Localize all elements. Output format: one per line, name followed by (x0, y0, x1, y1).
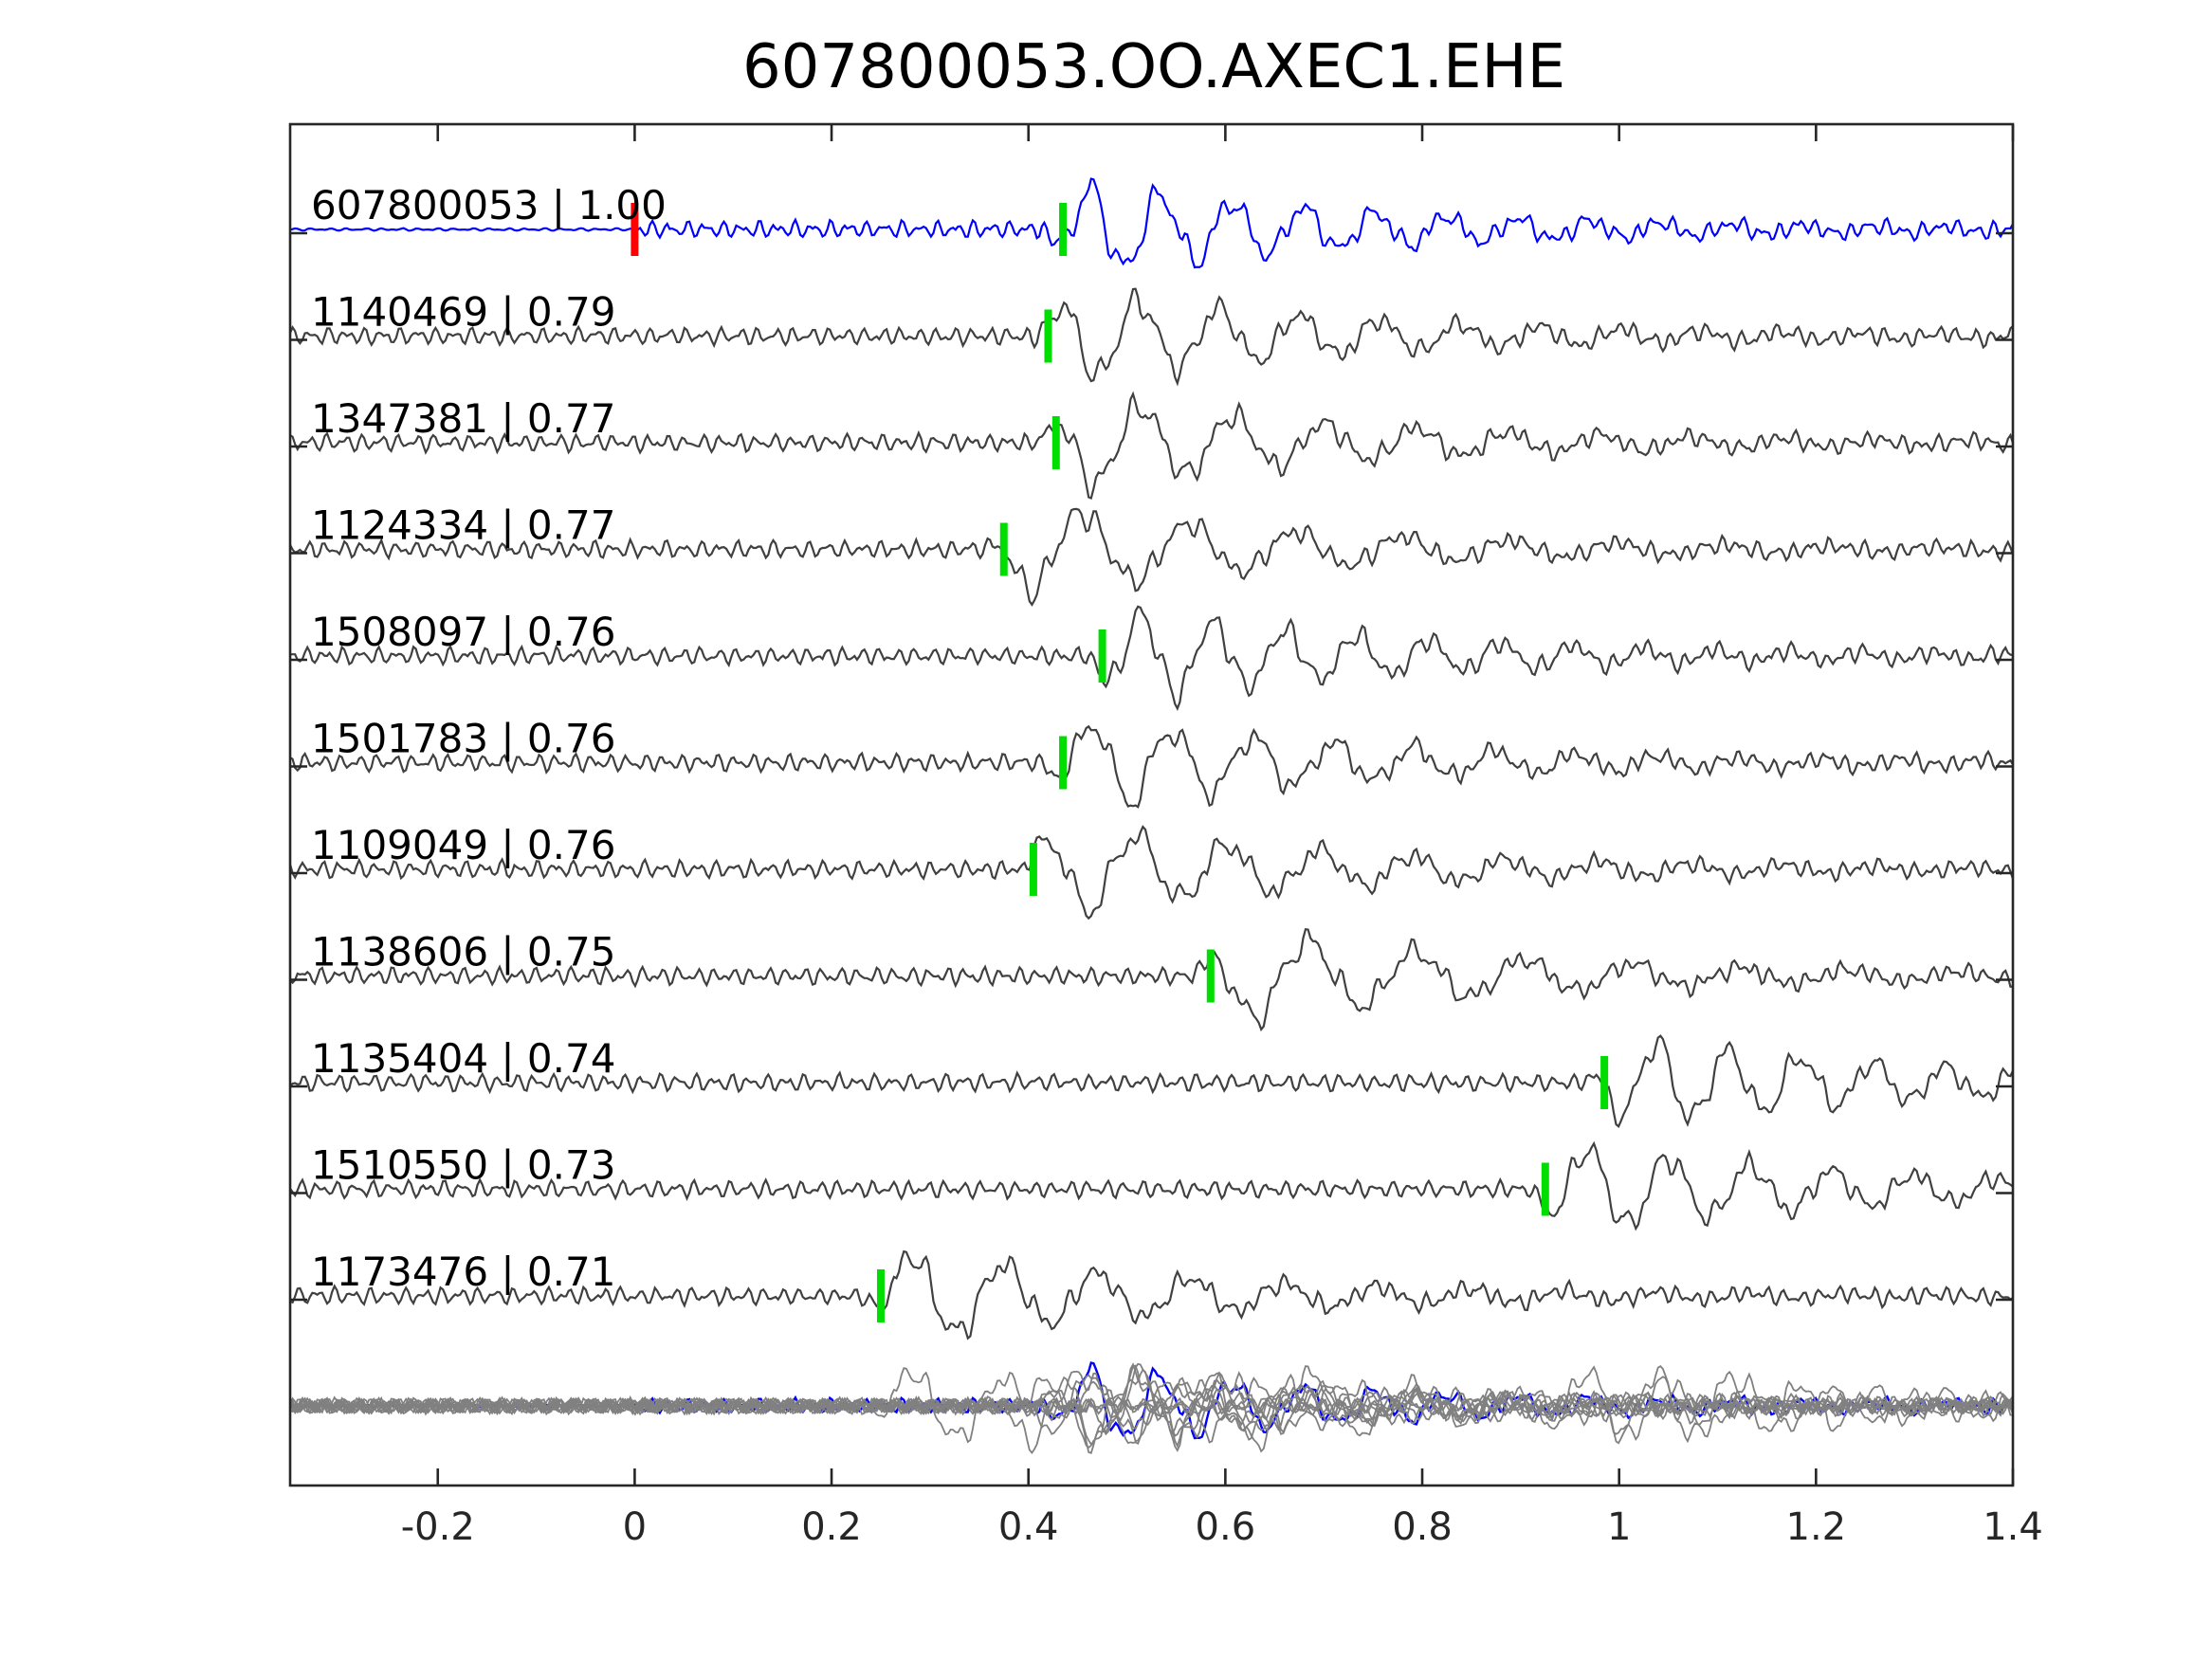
x-tick-label-7: 1.2 (1786, 1505, 1847, 1549)
trace-line-5 (289, 724, 2014, 809)
trace-label-3: 1124334 | 0.77 (311, 502, 615, 549)
trace-line-1 (288, 287, 2014, 387)
trace-label-2: 1347381 | 0.77 (311, 395, 615, 442)
x-tick-label-8: 1.4 (1983, 1505, 2043, 1549)
trace-label-0: 607800053 | 1.00 (311, 182, 667, 228)
x-tick-label-2: 0.2 (801, 1505, 862, 1549)
trace-label-10: 1173476 | 0.71 (311, 1249, 615, 1295)
trace-label-8: 1135404 | 0.74 (311, 1035, 615, 1082)
x-tick-label-1: 0 (623, 1505, 647, 1549)
picks-group (631, 203, 1609, 1322)
x-tick-label-3: 0.4 (998, 1505, 1059, 1549)
x-tick-label-5: 0.8 (1392, 1505, 1453, 1549)
trace-label-1: 1140469 | 0.79 (311, 289, 615, 336)
overlay-line-5 (289, 1374, 2014, 1445)
trace-label-4: 1508097 | 0.76 (311, 609, 615, 655)
trace-label-5: 1501783 | 0.76 (311, 716, 615, 762)
x-tick-label-4: 0.6 (1196, 1505, 1256, 1549)
x-tick-label-0: -0.2 (401, 1505, 475, 1549)
trace-label-7: 1138606 | 0.75 (311, 929, 615, 975)
trace-line-10 (289, 1249, 2014, 1340)
trace-line-3 (289, 507, 2015, 607)
x-axis-ticks: -0.2 0 0.2 0.4 0.6 0.8 1 1.2 1.4 (401, 124, 2043, 1549)
traces-group (288, 177, 2015, 1340)
overlay-line-10 (289, 1367, 2014, 1444)
trace-line-2 (289, 391, 2015, 500)
trace-line-6 (288, 825, 2015, 921)
trace-line-7 (289, 927, 2014, 1032)
trace-line-0 (289, 177, 2014, 269)
trace-label-9: 1510550 | 0.73 (311, 1142, 615, 1189)
chart-title: 607800053.OO.AXEC1.EHE (742, 32, 1565, 102)
trace-labels-group: 607800053 | 1.00 1140469 | 0.79 1347381 | … (311, 182, 667, 1295)
overlay-line-9 (289, 1365, 2014, 1442)
x-tick-label-6: 1 (1607, 1505, 1631, 1549)
trace-line-4 (289, 605, 2014, 711)
trace-line-9 (289, 1140, 2014, 1231)
trace-line-8 (289, 1034, 2014, 1128)
trace-label-6: 1109049 | 0.76 (311, 822, 615, 868)
axes-box (288, 122, 2015, 1487)
overlay-group (289, 1361, 2015, 1454)
